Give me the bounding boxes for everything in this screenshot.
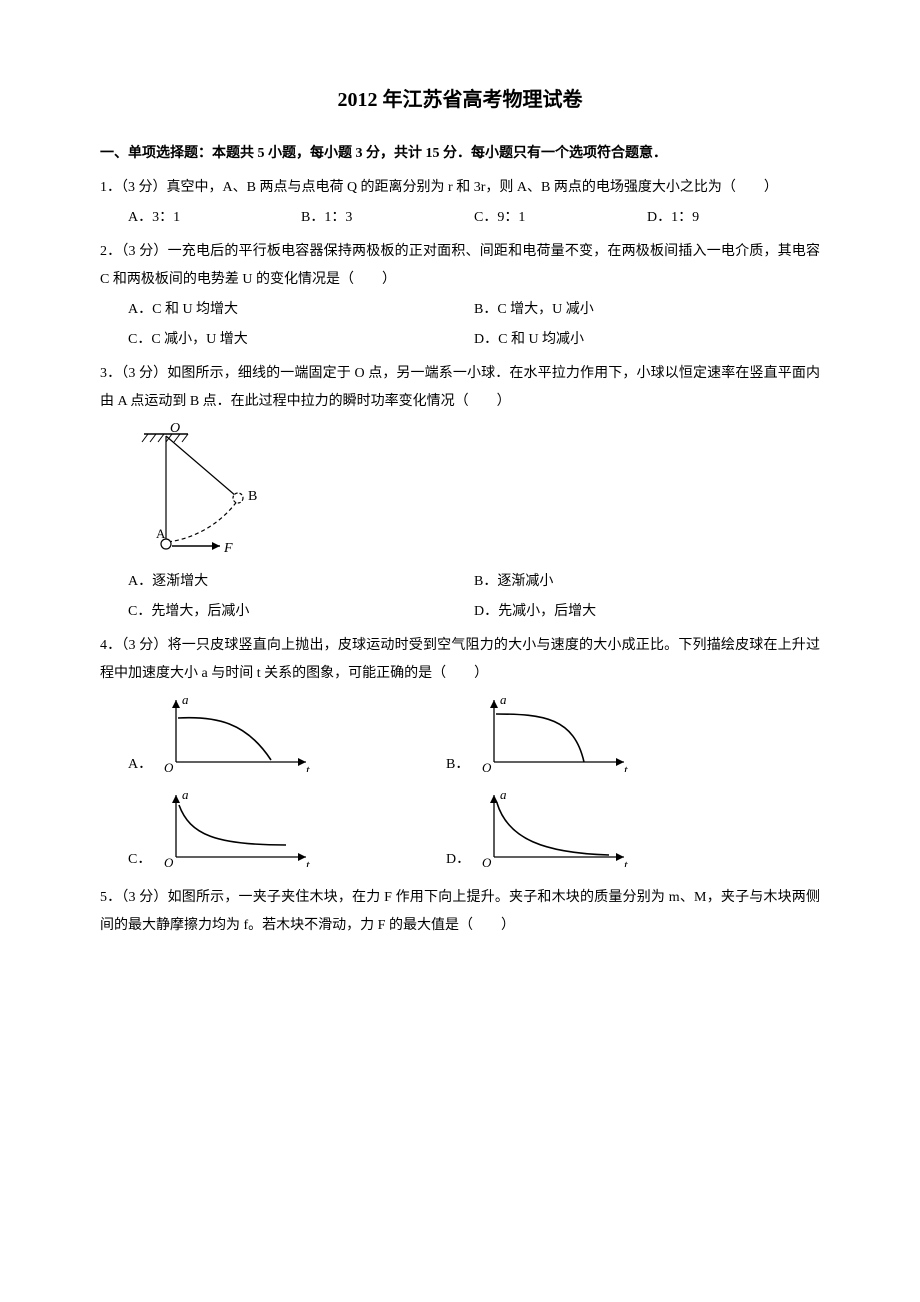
q3-option-c: C．先增大，后减小 xyxy=(128,598,474,626)
q3-figure: O A B F xyxy=(100,422,820,562)
q1-option-d: D．1：9 xyxy=(647,204,820,232)
svg-text:t: t xyxy=(306,857,310,867)
q2-option-b: B．C 增大，U 减小 xyxy=(474,296,820,324)
q2-option-d: D．C 和 U 均减小 xyxy=(474,326,820,354)
q3-fig-f-label: F xyxy=(223,541,233,556)
question-4: 4．（3 分）将一只皮球竖直向上抛出，皮球运动时受到空气阻力的大小与速度的大小成… xyxy=(100,632,820,878)
svg-text:O: O xyxy=(482,855,492,867)
q2-option-c: C．C 减小，U 增大 xyxy=(128,326,474,354)
svg-text:O: O xyxy=(482,760,492,772)
q4-stem: 4．（3 分）将一只皮球竖直向上抛出，皮球运动时受到空气阻力的大小与速度的大小成… xyxy=(100,632,820,688)
q4-row1: A． a t O B． a t O xyxy=(100,692,820,783)
svg-text:O: O xyxy=(164,855,174,867)
q3-fig-b-label: B xyxy=(248,489,257,504)
q1-options: A．3：1 B．1：3 C．9：1 D．1：9 xyxy=(100,204,820,232)
q4-label-a: A． xyxy=(128,751,156,783)
q1-stem: 1．（3 分）真空中，A、B 两点与点电荷 Q 的距离分别为 r 和 3r，则 … xyxy=(100,174,820,202)
svg-text:O: O xyxy=(164,760,174,772)
q2-stem: 2．（3 分）一充电后的平行板电容器保持两极板的正对面积、间距和电荷量不变，在两… xyxy=(100,238,820,294)
page-title: 2012 年江苏省高考物理试卷 xyxy=(100,80,820,120)
q1-option-c: C．9：1 xyxy=(474,204,647,232)
q3-options-row2: C．先增大，后减小 D．先减小，后增大 xyxy=(100,598,820,626)
q4-row2: C． a t O D． a t O xyxy=(100,787,820,878)
section-header: 一、单项选择题：本题共 5 小题，每小题 3 分，共计 15 分．每小题只有一个… xyxy=(100,140,820,168)
q4-graph-a: a t O xyxy=(156,692,336,783)
q3-option-b: B．逐渐减小 xyxy=(474,568,820,596)
q3-option-a: A．逐渐增大 xyxy=(128,568,474,596)
q3-stem: 3．（3 分）如图所示，细线的一端固定于 O 点，另一端系一小球．在水平拉力作用… xyxy=(100,360,820,416)
svg-text:t: t xyxy=(624,762,628,772)
q2-options-row2: C．C 减小，U 增大 D．C 和 U 均减小 xyxy=(100,326,820,354)
q4-label-c: C． xyxy=(128,846,156,878)
svg-text:t: t xyxy=(624,857,628,867)
svg-text:a: a xyxy=(500,787,507,802)
question-1: 1．（3 分）真空中，A、B 两点与点电荷 Q 的距离分别为 r 和 3r，则 … xyxy=(100,174,820,232)
question-2: 2．（3 分）一充电后的平行板电容器保持两极板的正对面积、间距和电荷量不变，在两… xyxy=(100,238,820,354)
q2-option-a: A．C 和 U 均增大 xyxy=(128,296,474,324)
q3-options-row1: A．逐渐增大 B．逐渐减小 xyxy=(100,568,820,596)
q4-graph-c: a t O xyxy=(156,787,336,878)
q5-stem: 5．（3 分）如图所示，一夹子夹住木块，在力 F 作用下向上提升。夹子和木块的质… xyxy=(100,884,820,940)
q4-graph-d: a t O xyxy=(474,787,654,878)
question-3: 3．（3 分）如图所示，细线的一端固定于 O 点，另一端系一小球．在水平拉力作用… xyxy=(100,360,820,626)
svg-text:t: t xyxy=(306,762,310,772)
q1-option-b: B．1：3 xyxy=(301,204,474,232)
q1-option-a: A．3：1 xyxy=(128,204,301,232)
q3-option-d: D．先减小，后增大 xyxy=(474,598,820,626)
q3-fig-o-label: O xyxy=(170,422,180,436)
q2-options-row1: A．C 和 U 均增大 B．C 增大，U 减小 xyxy=(100,296,820,324)
q4-graph-b: a t O xyxy=(474,692,654,783)
q4-label-b: B． xyxy=(446,751,474,783)
q4-label-d: D． xyxy=(446,846,474,878)
svg-text:a: a xyxy=(500,692,507,707)
q3-fig-a-label: A xyxy=(156,526,166,541)
question-5: 5．（3 分）如图所示，一夹子夹住木块，在力 F 作用下向上提升。夹子和木块的质… xyxy=(100,884,820,940)
svg-text:a: a xyxy=(182,692,189,707)
svg-text:a: a xyxy=(182,787,189,802)
